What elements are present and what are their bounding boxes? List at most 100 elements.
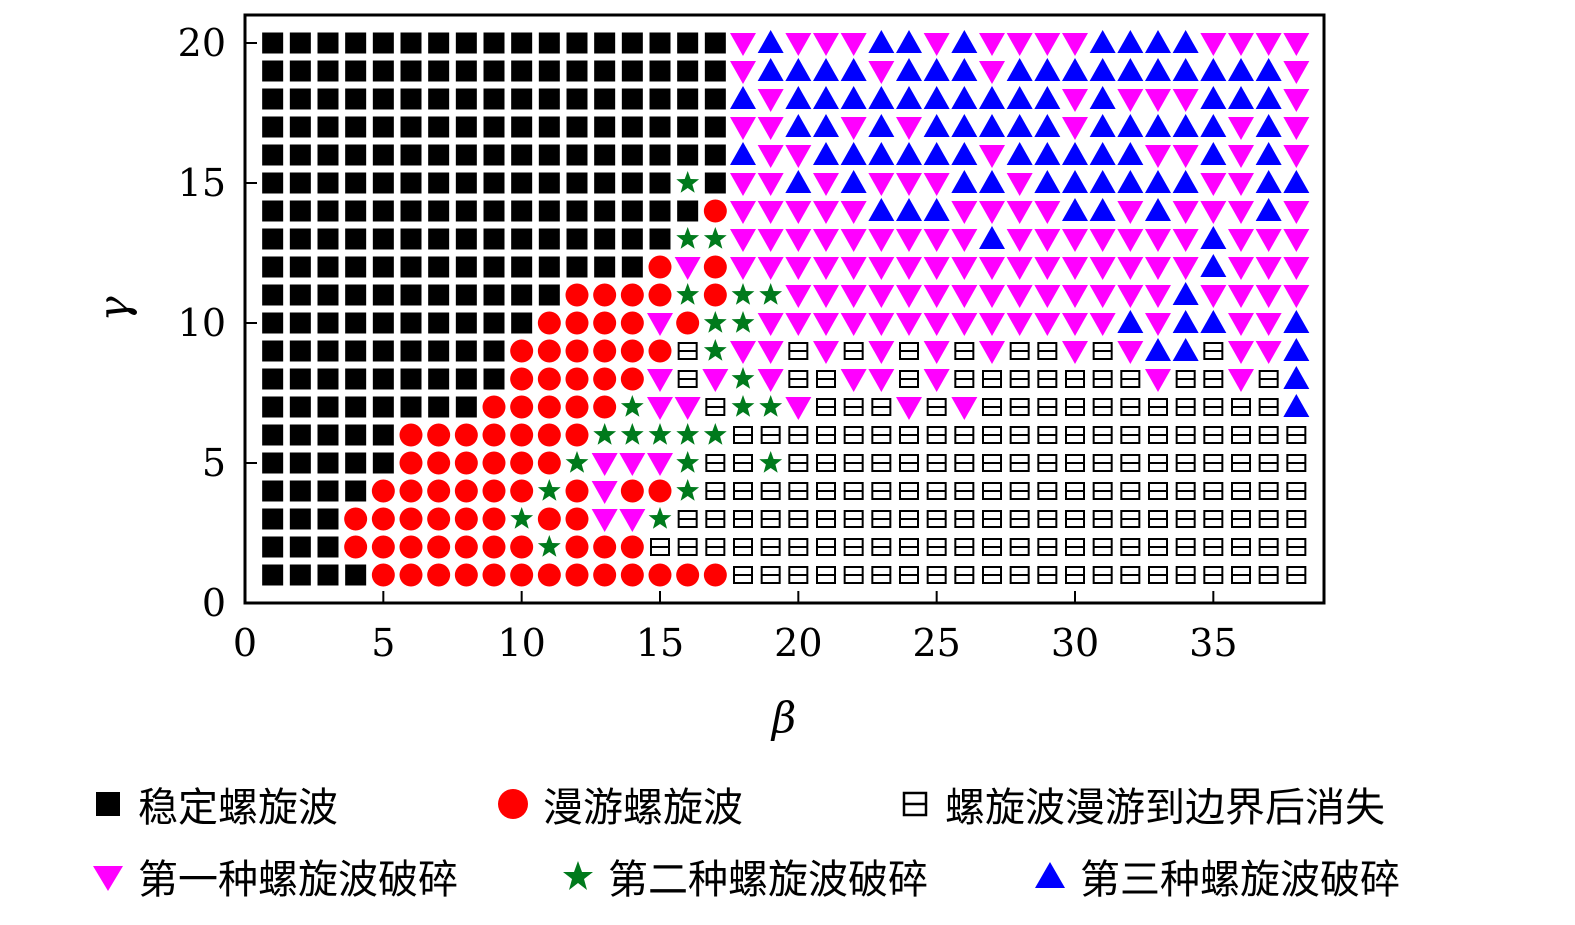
marker-breakup-1 <box>1089 313 1116 336</box>
marker-boundary-vanish <box>954 482 975 500</box>
marker-boundary-vanish <box>843 342 864 360</box>
marker-breakup-1 <box>979 201 1005 224</box>
marker-breakup-1 <box>674 257 701 280</box>
marker-stable <box>317 228 339 250</box>
marker-stable <box>400 200 422 222</box>
marker-meandering <box>344 535 368 559</box>
marker-breakup-1 <box>757 257 784 280</box>
marker-stable <box>317 564 339 586</box>
marker-meandering <box>537 395 561 419</box>
marker-stable <box>704 144 726 166</box>
marker-breakup-3 <box>785 86 812 109</box>
marker-breakup-1 <box>730 257 756 280</box>
marker-stable <box>511 144 533 166</box>
marker-stable <box>704 116 726 138</box>
marker-breakup-1 <box>840 117 867 140</box>
marker-boundary-vanish <box>1065 510 1085 528</box>
marker-boundary-vanish <box>788 426 809 444</box>
marker-breakup-1 <box>1117 89 1144 112</box>
marker-breakup-3 <box>1145 58 1171 81</box>
marker-meandering <box>620 283 644 307</box>
marker-stable <box>289 32 311 54</box>
marker-stable <box>677 32 699 54</box>
marker-breakup-3 <box>979 226 1005 249</box>
marker-meandering <box>676 563 700 587</box>
marker-meandering <box>371 563 395 587</box>
marker-meandering <box>427 479 451 503</box>
marker-stable <box>428 368 450 390</box>
marker-boundary-vanish <box>1037 426 1058 444</box>
marker-boundary-vanish <box>982 538 1002 556</box>
marker-boundary-vanish <box>1231 538 1251 556</box>
marker-boundary-vanish <box>982 482 1002 500</box>
marker-breakup-1 <box>1172 89 1199 112</box>
marker-stable <box>511 312 533 334</box>
legend-row-2: 第一种螺旋波破碎 第二种螺旋波破碎 第三种螺旋波破碎 <box>90 840 1560 912</box>
marker-boundary-vanish <box>760 566 781 584</box>
marker-breakup-3 <box>840 86 867 109</box>
marker-meandering <box>565 507 589 531</box>
marker-stable <box>372 452 394 474</box>
marker-meandering <box>427 507 451 531</box>
marker-boundary-vanish <box>1065 454 1085 472</box>
marker-stable <box>455 396 477 418</box>
marker-stable <box>566 32 588 54</box>
marker-stable <box>428 340 450 362</box>
marker-boundary-vanish <box>926 426 947 444</box>
marker-boundary-vanish <box>1231 454 1251 472</box>
marker-breakup-1 <box>1062 117 1088 140</box>
marker-stable <box>455 116 477 138</box>
marker-stable <box>262 452 284 474</box>
marker-meandering <box>593 367 617 391</box>
marker-breakup-1 <box>1117 285 1144 308</box>
marker-boundary-vanish <box>1065 566 1085 584</box>
marker-boundary-vanish <box>1092 454 1113 472</box>
marker-boundary-vanish <box>926 538 947 556</box>
marker-stable <box>400 144 422 166</box>
marker-stable <box>566 228 588 250</box>
marker-stable <box>289 564 311 586</box>
marker-breakup-2 <box>537 479 561 501</box>
marker-stable <box>704 88 726 110</box>
marker-boundary-vanish <box>788 566 809 584</box>
marker-stable <box>483 368 505 390</box>
marker-breakup-3 <box>757 58 784 81</box>
marker-breakup-3 <box>951 170 978 193</box>
marker-breakup-1 <box>1034 257 1061 280</box>
marker-stable <box>317 480 339 502</box>
marker-breakup-2 <box>759 451 783 473</box>
marker-breakup-3 <box>1034 86 1061 109</box>
marker-breakup-1 <box>1172 229 1199 252</box>
marker-breakup-1 <box>1200 173 1227 196</box>
marker-meandering <box>565 479 589 503</box>
marker-breakup-1 <box>757 89 784 112</box>
marker-breakup-1 <box>896 313 922 336</box>
marker-breakup-1 <box>1228 313 1254 336</box>
marker-boundary-vanish <box>1092 538 1113 556</box>
marker-breakup-1 <box>840 33 867 56</box>
marker-breakup-1 <box>840 285 867 308</box>
legend-label-meandering: 漫游螺旋波 <box>543 785 743 831</box>
marker-breakup-1 <box>785 285 812 308</box>
marker-stable <box>594 144 616 166</box>
marker-boundary-vanish <box>954 342 975 360</box>
marker-meandering <box>344 507 368 531</box>
marker-stable <box>511 200 533 222</box>
marker-stable <box>538 200 560 222</box>
marker-breakup-3 <box>1200 142 1227 165</box>
marker-breakup-2 <box>731 395 755 417</box>
marker-boundary-vanish <box>871 510 892 528</box>
marker-breakup-3 <box>1255 58 1282 81</box>
marker-breakup-3 <box>896 142 922 165</box>
marker-boundary-vanish <box>1037 510 1058 528</box>
marker-breakup-1 <box>619 453 646 476</box>
marker-breakup-1 <box>1283 117 1310 140</box>
marker-meandering <box>620 479 644 503</box>
marker-boundary-vanish <box>1286 454 1307 472</box>
marker-boundary-vanish <box>1231 510 1251 528</box>
marker-breakup-1 <box>923 369 950 392</box>
marker-boundary-vanish <box>1009 342 1030 360</box>
marker-stable <box>621 256 643 278</box>
marker-breakup-3 <box>923 198 950 221</box>
marker-boundary-vanish <box>1258 510 1279 528</box>
